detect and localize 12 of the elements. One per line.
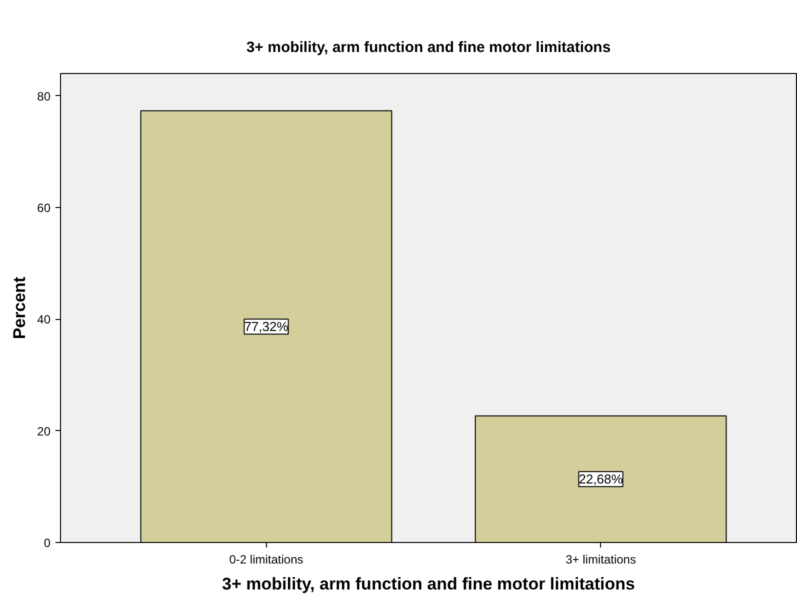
y-tick-label: 0: [44, 536, 51, 550]
data-label: 22,68%: [578, 472, 624, 487]
y-tick-label: 80: [37, 89, 51, 104]
y-tick-label: 40: [37, 312, 51, 327]
x-axis-title: 3+ mobility, arm function and fine motor limitations: [222, 574, 635, 594]
data-label: 77,32%: [244, 319, 289, 334]
chart-title: 3+ mobility, arm function and fine motor limitations: [246, 39, 611, 56]
y-tick-label: 60: [37, 201, 51, 215]
y-tick-label: 20: [37, 424, 51, 438]
x-tick-label: 3+ limitations: [566, 552, 636, 566]
x-tick-label: 0-2 limitations: [229, 552, 304, 566]
y-axis-title: Percent: [10, 276, 30, 340]
